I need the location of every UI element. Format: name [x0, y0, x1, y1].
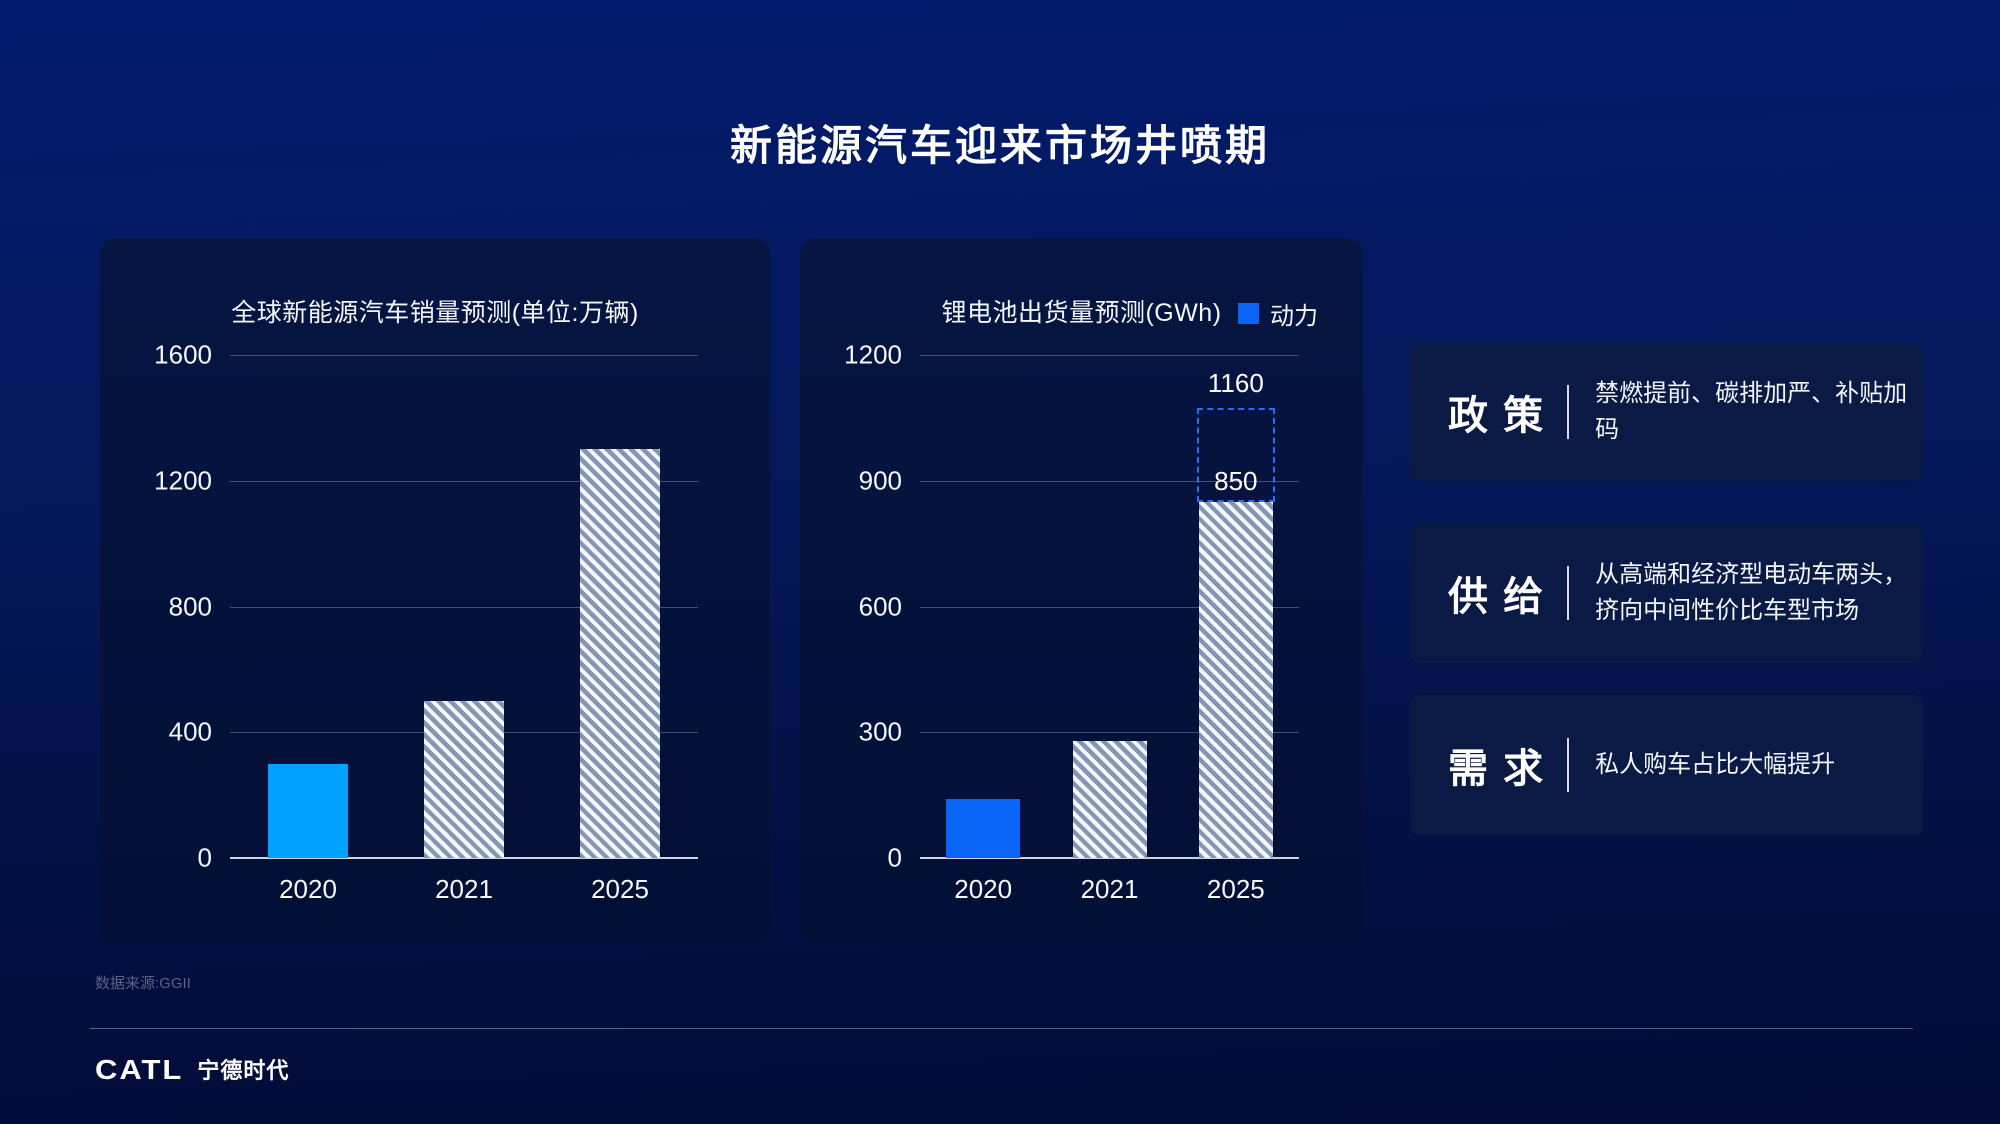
grid-line	[920, 606, 1299, 608]
x-tick-label: 2025	[591, 874, 649, 904]
grid-line	[920, 732, 1299, 734]
grid-line	[230, 606, 698, 608]
bar-2025	[1198, 501, 1273, 858]
base-value-label: 850	[1214, 465, 1258, 496]
x-tick-label: 2020	[279, 874, 337, 904]
grid-line	[920, 355, 1299, 356]
catl-wordmark: CATL	[95, 1053, 184, 1086]
nev-sales-plot: 0 400 800 1200 1600 2020 2021 2025	[100, 238, 770, 944]
x-tick-label: 2021	[1080, 874, 1139, 904]
y-tick-label: 900	[858, 465, 902, 496]
y-tick-label: 300	[858, 716, 902, 747]
chart-card-battery-shipments: 锂电池出货量预测(GWh) 动力 0 300 600 900 1200 2020 2021 2…	[800, 238, 1363, 944]
factor-desc-demand: 私人购车占比大幅提升	[1595, 751, 1836, 778]
factor-label-demand: 需 求	[1448, 747, 1546, 791]
vertical-divider	[1567, 385, 1570, 439]
y-tick-label: 0	[197, 842, 212, 873]
projection-dashed-box	[1196, 408, 1275, 502]
bar-2021	[424, 700, 504, 858]
factor-label-policy: 政 策	[1448, 394, 1546, 438]
y-tick-label: 600	[858, 591, 902, 621]
factor-card-policy: 政 策 禁燃提前、碳排加严、补贴加码	[1410, 343, 1923, 481]
bar-2020	[268, 763, 348, 858]
factor-card-supply: 供 给 从高端和经济型电动车两头， 挤向中间性价比车型市场	[1410, 523, 1923, 663]
legend-swatch	[1238, 303, 1259, 324]
legend-label: 动力	[1270, 303, 1318, 330]
x-tick-label: 2020	[954, 874, 1013, 904]
grid-line	[230, 480, 698, 482]
bar-2021	[1072, 740, 1147, 858]
y-tick-label: 400	[168, 716, 212, 747]
y-tick-label: 0	[887, 842, 902, 873]
projected-value-label: 1160	[1207, 368, 1264, 399]
catl-chinese-name: 宁德时代	[197, 1058, 290, 1083]
catl-logo: CATL 宁德时代	[95, 1050, 289, 1086]
chart-card-nev-sales: 全球新能源汽车销量预测(单位:万辆) 0 400 800 1200 1600 2020 20…	[100, 238, 770, 944]
vertical-divider	[1567, 738, 1570, 792]
chart-title-battery-shipments: 锂电池出货量预测(GWh)	[941, 299, 1222, 327]
y-tick-label: 800	[168, 591, 212, 621]
battery-shipments-plot: 0 300 600 900 1200 2020 2021 2025 850 1160	[800, 238, 1363, 944]
bar-2025	[580, 449, 660, 858]
x-tick-label: 2025	[1206, 874, 1265, 904]
bar-2020	[946, 799, 1021, 858]
legend: 动力	[1238, 296, 1318, 331]
x-axis-line	[920, 857, 1299, 859]
factor-desc-policy: 禁燃提前、碳排加严、补贴加码	[1595, 380, 1908, 443]
factor-card-demand: 需 求 私人购车占比大幅提升	[1410, 695, 1923, 835]
grid-line	[920, 480, 1299, 482]
data-source-note: 数据来源:GGII	[95, 975, 191, 992]
y-tick-label: 1200	[154, 465, 212, 496]
y-tick-label: 1200	[844, 339, 902, 370]
chart-title-nev-sales: 全球新能源汽车销量预测(单位:万辆)	[231, 299, 639, 327]
footer-divider	[90, 1028, 1913, 1029]
page-title: 新能源汽车迎来市场井喷期	[729, 122, 1270, 169]
grid-line	[230, 355, 698, 356]
x-tick-label: 2021	[435, 874, 493, 904]
vertical-divider	[1567, 566, 1570, 620]
x-axis-line	[230, 857, 698, 859]
factor-desc-supply: 从高端和经济型电动车两头， 挤向中间性价比车型市场	[1595, 561, 1908, 624]
factor-label-supply: 供 给	[1448, 575, 1546, 619]
y-tick-label: 1600	[154, 339, 212, 370]
